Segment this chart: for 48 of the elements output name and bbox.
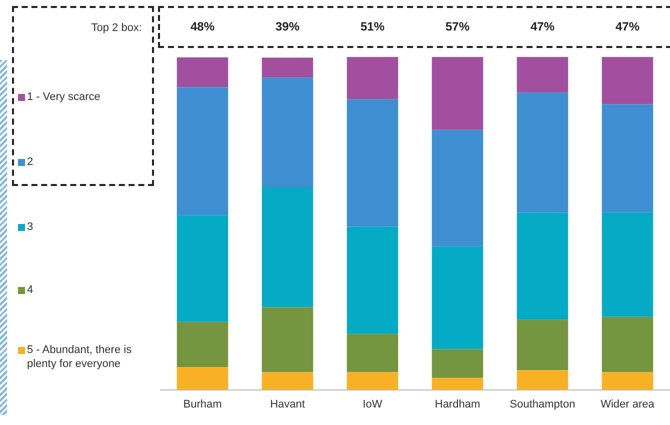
x-tick-label: Southampton (510, 398, 576, 410)
bar (602, 104, 654, 212)
bar (516, 320, 568, 370)
bar (262, 187, 314, 308)
text: 57% (445, 19, 470, 34)
bar (176, 87, 228, 216)
x-tick-label: IoW (362, 398, 383, 410)
bar (432, 130, 484, 246)
x-tick-label: Wider area (600, 398, 656, 410)
bar (176, 215, 228, 322)
bar (262, 78, 314, 188)
bar (176, 322, 228, 368)
bar (176, 367, 228, 390)
bar (516, 92, 568, 213)
bar (176, 57, 228, 88)
bar (262, 307, 314, 372)
bar (262, 372, 314, 390)
bar (602, 212, 654, 317)
bar (432, 378, 484, 390)
bar (602, 57, 654, 104)
bar (346, 372, 398, 390)
bar (262, 58, 314, 78)
x-tick-label: Hardham (434, 398, 480, 410)
legend-label: 2 (27, 155, 34, 169)
text: 47% (615, 19, 640, 34)
x-tick-label: Havant (270, 398, 305, 410)
bar (432, 349, 484, 378)
bar (516, 57, 568, 93)
legend-label: 3 (27, 220, 34, 234)
text: 39% (275, 19, 300, 34)
bar (346, 57, 398, 100)
bar (516, 212, 568, 320)
legend-label: 1 - Very scarce (27, 90, 102, 104)
text: 51% (360, 19, 385, 34)
x-tick-label: Burham (183, 398, 222, 410)
legend-label: 5 - Abundant, there is plenty for everyone (27, 343, 133, 371)
text: 48% (190, 19, 215, 34)
bar (602, 316, 654, 372)
bar (602, 372, 654, 390)
bar (346, 99, 398, 227)
text: Top 2 box: (90, 22, 142, 34)
bar (432, 57, 484, 130)
bar (346, 334, 398, 372)
legend-label: 4 (27, 283, 34, 297)
bar (516, 370, 568, 390)
bar (432, 246, 484, 350)
text: 47% (530, 19, 555, 34)
bar (346, 226, 398, 334)
